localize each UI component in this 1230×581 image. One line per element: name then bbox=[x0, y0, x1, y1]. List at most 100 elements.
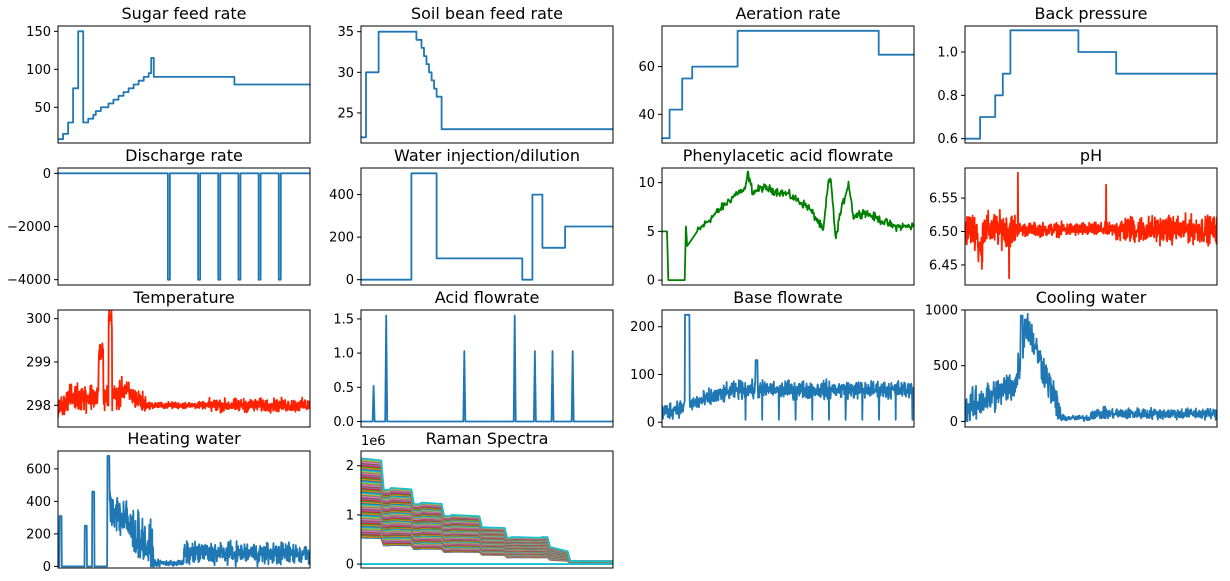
series-line bbox=[965, 171, 1217, 280]
y-tick-label: 0 bbox=[950, 415, 958, 430]
y-tick-label: 200 bbox=[26, 527, 51, 542]
chart-title: Sugar feed rate bbox=[122, 4, 247, 23]
y-tick-label: 0 bbox=[647, 274, 655, 289]
series-line bbox=[58, 30, 310, 141]
series-line bbox=[361, 457, 613, 563]
plot-area bbox=[965, 312, 1217, 423]
chart-raman: Raman Spectra 1e6 0 1 2 bbox=[346, 429, 614, 573]
plot-area bbox=[965, 29, 1217, 140]
chart-title: Temperature bbox=[132, 288, 234, 307]
y-tick-label: 150 bbox=[26, 25, 51, 40]
y-tick-label: 300 bbox=[26, 312, 51, 327]
chart-title: Phenylacetic acid flowrate bbox=[683, 146, 893, 165]
y-tick-label: 1.0 bbox=[333, 347, 354, 362]
y-tick-label: 0.0 bbox=[333, 415, 354, 430]
plot-area bbox=[361, 172, 613, 281]
y-tick-label: 298 bbox=[26, 399, 51, 414]
plot-area bbox=[58, 172, 310, 281]
axes-frame bbox=[964, 25, 1218, 144]
y-tick-label: 35 bbox=[337, 25, 354, 40]
series-line bbox=[361, 172, 613, 281]
chart-title: Base flowrate bbox=[733, 288, 843, 307]
axes-frame bbox=[661, 167, 915, 286]
y-tick-label: 1.5 bbox=[333, 312, 354, 327]
y-tick-label: 200 bbox=[329, 231, 354, 246]
chart-water: Water injection/dilution 0 200 400 bbox=[329, 146, 614, 288]
y-tick-label: −4000 bbox=[7, 273, 51, 288]
y-tick-label: 6.55 bbox=[929, 192, 958, 207]
y-tick-label: 6.45 bbox=[929, 258, 958, 273]
chart-sugar: Sugar feed rate 50 100 150 bbox=[26, 4, 311, 144]
y-tick-label: 400 bbox=[26, 495, 51, 510]
chart-soil: Soil bean feed rate 25 30 35 bbox=[337, 4, 614, 144]
chart-backpressure: Back pressure 0.6 0.8 1.0 bbox=[937, 4, 1218, 147]
y-tick-label: 30 bbox=[337, 66, 354, 81]
chart-temperature: Temperature 298 299 300 bbox=[26, 288, 311, 428]
y-tick-label: 6.50 bbox=[929, 225, 958, 240]
axes-frame bbox=[360, 450, 614, 569]
chart-title: Back pressure bbox=[1034, 4, 1147, 23]
plot-area bbox=[361, 457, 613, 565]
y-tick-label: 400 bbox=[329, 188, 354, 203]
series-line bbox=[965, 29, 1217, 140]
y-tick-label: 0.6 bbox=[937, 132, 958, 147]
series-line bbox=[361, 314, 613, 423]
y-tick-label: 1000 bbox=[925, 304, 958, 319]
y-tick-label: 60 bbox=[638, 60, 655, 75]
axes-frame bbox=[57, 167, 311, 286]
axes-frame bbox=[57, 450, 311, 569]
axes-frame bbox=[964, 309, 1218, 428]
chart-heating: Heating water 0 200 400 600 bbox=[26, 429, 311, 575]
y-tick-label: 299 bbox=[26, 356, 51, 371]
y-tick-label: 0.8 bbox=[937, 89, 958, 104]
y-tick-label: 0 bbox=[647, 416, 655, 431]
series-line bbox=[965, 312, 1217, 423]
chart-title: Soil bean feed rate bbox=[411, 4, 563, 23]
chart-title: Aeration rate bbox=[735, 4, 840, 23]
chart-discharge: Discharge rate 0 −2000 −4000 bbox=[7, 146, 311, 288]
plot-area bbox=[662, 170, 914, 281]
y-tick-label: 100 bbox=[26, 63, 51, 78]
y-tick-label: 1.0 bbox=[937, 46, 958, 61]
series-line bbox=[58, 455, 310, 568]
y-tick-label: 25 bbox=[337, 106, 354, 121]
series-line bbox=[662, 313, 914, 421]
y-tick-label: 1 bbox=[346, 508, 354, 523]
y-tick-label: 100 bbox=[630, 368, 655, 383]
series-line bbox=[361, 30, 613, 139]
y-tick-label: −2000 bbox=[7, 220, 51, 235]
series-line bbox=[662, 170, 914, 281]
chart-title: Heating water bbox=[127, 429, 241, 448]
y-tick-label: 0.5 bbox=[333, 381, 354, 396]
chart-title: Cooling water bbox=[1036, 288, 1147, 307]
y-tick-label: 0 bbox=[43, 167, 51, 182]
chart-aeration: Aeration rate 40 60 bbox=[638, 4, 915, 144]
y-tick-label: 50 bbox=[34, 101, 51, 116]
chart-acid: Acid flowrate 0.0 0.5 1.0 1.5 bbox=[333, 288, 614, 430]
plot-area bbox=[58, 30, 310, 141]
axes-frame bbox=[360, 167, 614, 286]
series-line bbox=[58, 310, 310, 418]
y-tick-label: 200 bbox=[630, 320, 655, 335]
chart-cooling: Cooling water 0 500 1000 bbox=[925, 288, 1218, 430]
plot-area bbox=[662, 313, 914, 421]
chart-paa: Phenylacetic acid flowrate 0 5 10 bbox=[638, 146, 915, 289]
plot-area bbox=[58, 310, 310, 418]
chart-title: Acid flowrate bbox=[435, 288, 540, 307]
axes-frame bbox=[661, 25, 915, 144]
y-tick-label: 40 bbox=[638, 108, 655, 123]
plot-area bbox=[965, 171, 1217, 280]
y-tick-label: 0 bbox=[43, 560, 51, 575]
axes-frame bbox=[661, 309, 915, 428]
series-line bbox=[58, 172, 310, 281]
series-line bbox=[662, 29, 914, 140]
axes-frame bbox=[57, 309, 311, 428]
plot-area bbox=[58, 455, 310, 568]
axes-frame bbox=[360, 309, 614, 428]
y-tick-label: 2 bbox=[346, 459, 354, 474]
y-tick-label: 500 bbox=[933, 359, 958, 374]
y-tick-label: 10 bbox=[638, 176, 655, 191]
chart-title: Water injection/dilution bbox=[394, 146, 580, 165]
plot-area bbox=[662, 29, 914, 140]
chart-title: Raman Spectra bbox=[426, 429, 549, 448]
